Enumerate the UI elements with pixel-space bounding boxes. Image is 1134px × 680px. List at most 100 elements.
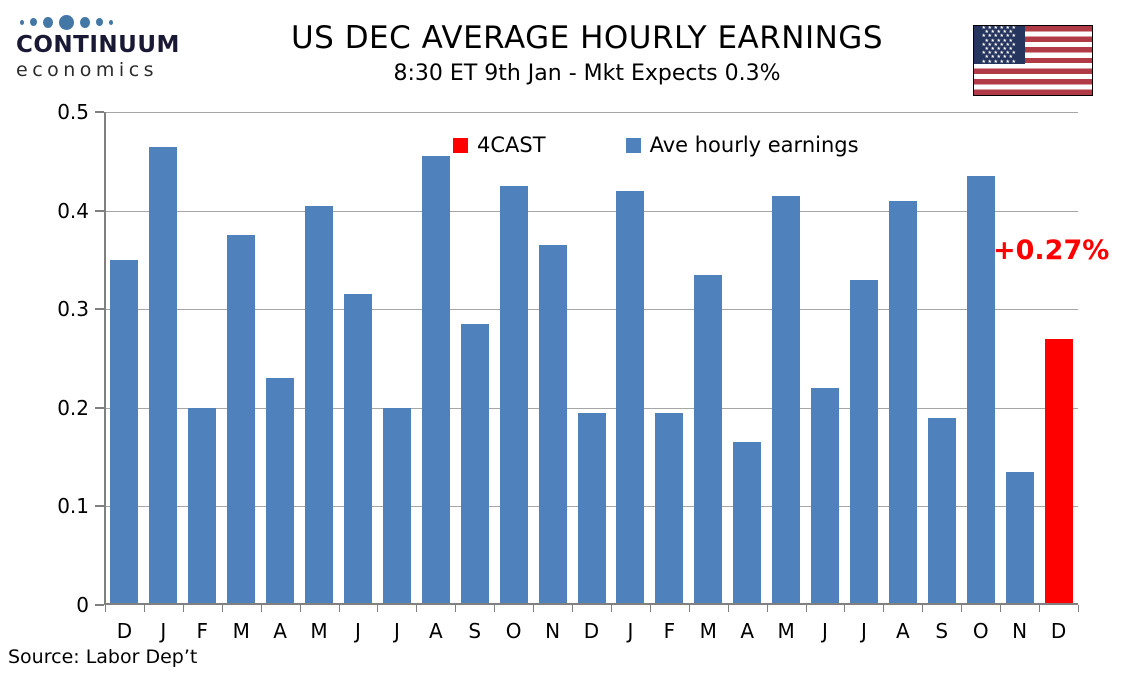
x-axis-tick	[182, 605, 184, 612]
x-tick-label: F	[196, 619, 209, 643]
x-tick-label: M	[777, 619, 795, 643]
x-axis-tick	[260, 605, 262, 612]
x-tick-label: J	[355, 619, 361, 643]
legend-label: 4CAST	[477, 133, 546, 157]
legend-item: Ave hourly earnings	[625, 133, 859, 157]
x-tick-label: M	[232, 619, 250, 643]
y-axis-tick	[95, 209, 104, 212]
y-tick-label: 0.3	[57, 297, 89, 322]
bar	[811, 388, 840, 605]
x-tick-label: J	[627, 619, 634, 643]
bar	[538, 245, 567, 605]
x-tick-label: J	[393, 619, 400, 643]
logo-dot-icon	[20, 19, 24, 25]
flag-stars-row: ★★★★★	[984, 37, 1015, 44]
x-tick-label: S	[468, 619, 482, 643]
x-axis-tick	[533, 605, 535, 612]
x-axis-tick	[883, 605, 885, 612]
y-axis-tick	[95, 505, 104, 508]
bar	[927, 417, 956, 605]
y-tick-label: 0.2	[57, 395, 89, 420]
gridline	[105, 309, 1078, 311]
logo-name: CONTINUUM	[16, 32, 180, 58]
bar	[499, 185, 528, 605]
x-axis-tick	[1000, 605, 1002, 612]
y-tick-label: 0.4	[57, 198, 89, 223]
logo-tagline: economics	[16, 59, 159, 81]
bar	[382, 407, 411, 605]
forecast-annotation: +0.27%	[993, 235, 1110, 266]
us-flag-canton: ★★★★★★ ★★★★★ ★★★★★★ ★★★★★ ★★★★★★ ★★★★★ ★★★★★★ ★…	[974, 26, 1025, 64]
chart-subtitle: 8:30 ET 9th Jan - Mkt Expects 0.3%	[393, 61, 781, 86]
flag-stars-row: ★★★★★	[984, 46, 1015, 53]
y-tick-label: 0.5	[57, 100, 89, 124]
x-tick-label: A	[273, 619, 287, 643]
bar	[460, 324, 489, 605]
x-axis-tick	[221, 605, 223, 612]
logo-dot-icon	[43, 16, 53, 28]
x-axis-tick	[922, 605, 924, 612]
source-note: Source: Labor Dep’t	[8, 646, 198, 668]
y-tick-label: 0.1	[57, 494, 89, 519]
x-axis-line	[104, 603, 1078, 605]
x-axis-tick	[338, 605, 340, 612]
bar	[305, 205, 334, 605]
bar	[421, 156, 450, 605]
legend-swatch-icon	[453, 137, 468, 153]
bar	[966, 176, 995, 605]
y-tick-label: 0	[76, 593, 89, 617]
bar	[616, 190, 645, 605]
x-tick-label: F	[663, 619, 676, 643]
gridline	[105, 112, 1078, 113]
y-axis-tick	[95, 406, 104, 409]
legend-swatch-icon	[625, 137, 641, 153]
x-axis-tick	[649, 605, 651, 612]
x-axis-tick	[766, 605, 768, 612]
x-tick-label: O	[972, 619, 989, 643]
x-tick-label: M	[310, 619, 328, 643]
chart-header: US DEC AVERAGE HOURLY EARNINGS 8:30 ET 9…	[150, 20, 1024, 86]
x-tick-label: O	[505, 619, 522, 643]
legend-label: Ave hourly earnings	[649, 133, 859, 157]
flag-stars-row: ★★★★★★	[981, 50, 1018, 57]
x-tick-label: D	[116, 619, 133, 643]
bar	[577, 412, 606, 605]
x-tick-label: J	[160, 619, 167, 643]
chart-title: US DEC AVERAGE HOURLY EARNINGS	[290, 20, 884, 56]
flag-stars-row: ★★★★★★	[981, 58, 1018, 64]
x-axis-tick	[143, 605, 145, 612]
legend-item: 4CAST	[453, 133, 546, 157]
bar	[266, 378, 295, 605]
x-axis-tick	[455, 605, 457, 612]
bar	[888, 200, 917, 605]
x-axis-tick	[299, 605, 301, 612]
flag-stars-row: ★★★★★	[984, 29, 1015, 36]
flag-stars-row: ★★★★★	[984, 54, 1015, 61]
bar	[149, 146, 178, 605]
x-axis-tick	[961, 605, 963, 612]
flag-stars-row: ★★★★★★	[981, 33, 1018, 40]
gridline	[105, 210, 1078, 212]
x-axis-tick	[1078, 605, 1079, 612]
logo-dot-icon	[30, 18, 37, 26]
logo-dot-icon	[96, 18, 103, 26]
y-axis-tick	[95, 111, 104, 113]
x-axis-tick	[610, 605, 612, 612]
x-axis-tick	[377, 605, 379, 612]
bar	[772, 195, 801, 605]
x-tick-label: J	[822, 619, 828, 643]
x-tick-label: J	[860, 619, 867, 643]
bar	[694, 274, 723, 605]
bar	[110, 259, 139, 605]
x-axis-tick	[105, 605, 106, 612]
bar	[1005, 471, 1034, 605]
us-flag-icon: ★★★★★★ ★★★★★ ★★★★★★ ★★★★★ ★★★★★★ ★★★★★ ★★★★★★ ★…	[973, 25, 1093, 96]
y-axis-tick	[95, 604, 104, 606]
x-tick-label: M	[699, 619, 717, 643]
chart-legend: 4CAST Ave hourly earnings	[453, 133, 859, 157]
x-axis-tick	[416, 605, 418, 612]
flag-stars-row: ★★★★★★	[981, 26, 1018, 31]
bar	[343, 294, 372, 605]
x-axis-tick	[844, 605, 846, 612]
